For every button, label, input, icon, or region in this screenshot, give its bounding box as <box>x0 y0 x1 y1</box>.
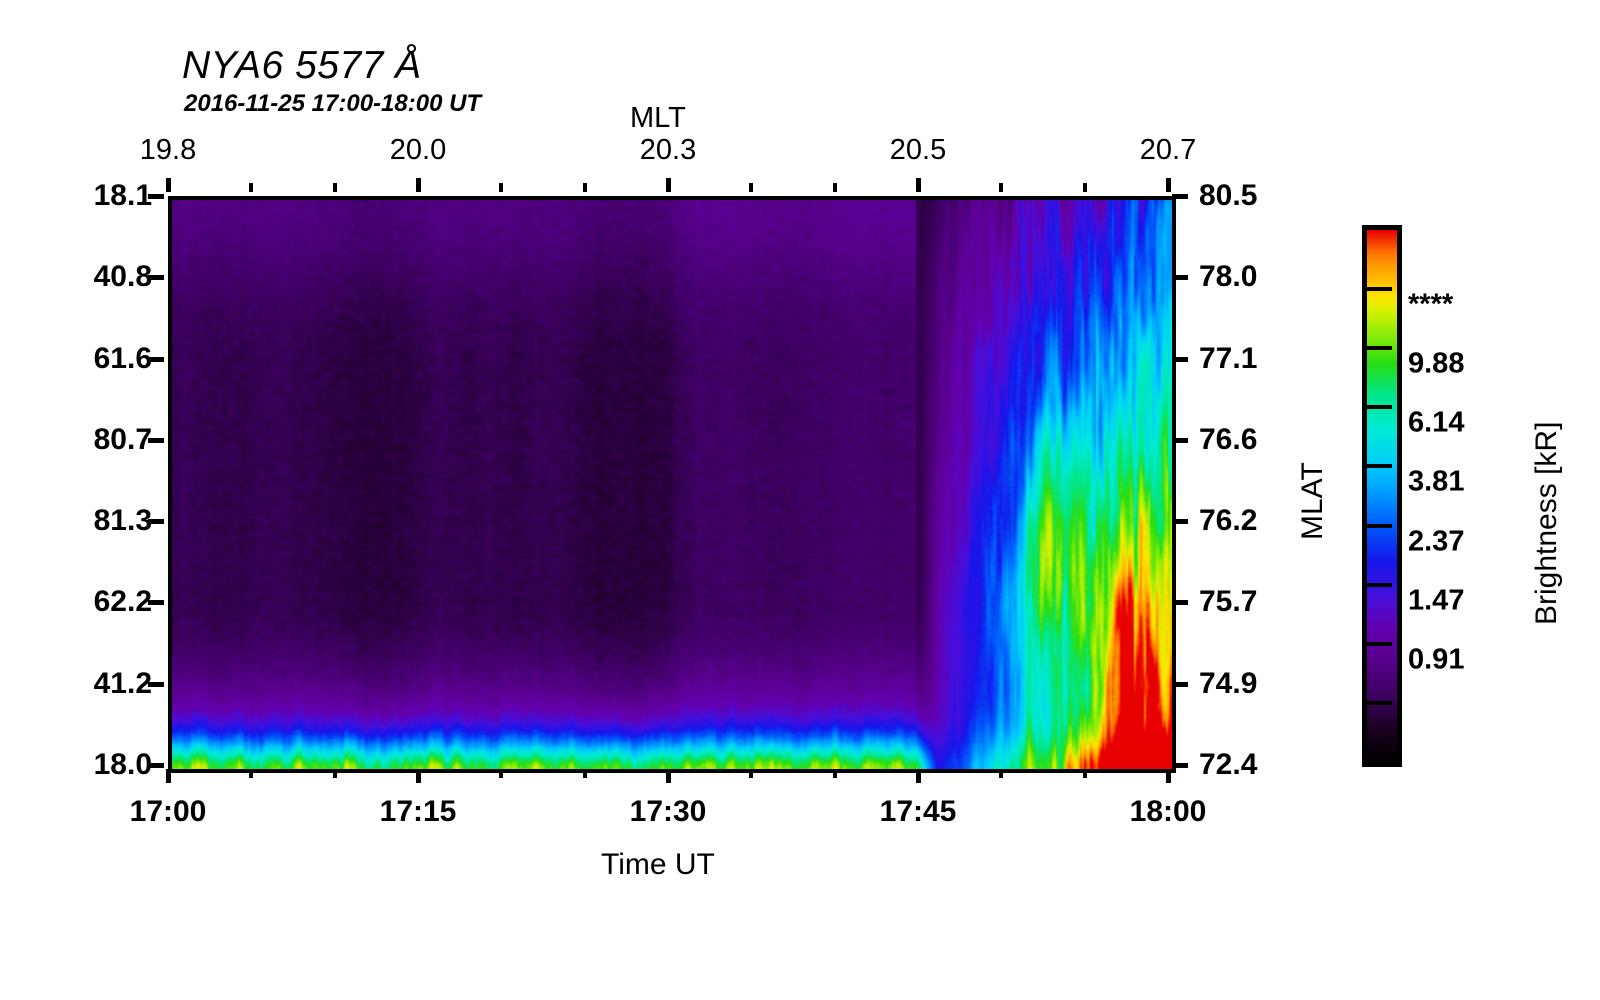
left-tick <box>148 356 164 362</box>
left-tick <box>148 437 164 443</box>
colorbar-separator <box>1362 464 1392 469</box>
right-tick <box>1172 437 1188 443</box>
colorbar-separator <box>1362 523 1392 528</box>
left-tick <box>148 681 164 687</box>
top-major-tick <box>1166 178 1171 192</box>
page-title: NYA6 5577 Å <box>182 44 422 87</box>
time-tick-label: 17:30 <box>629 795 707 828</box>
brightness-colorbar <box>1362 225 1402 767</box>
elevation-tick-label: 18.1 <box>93 179 152 212</box>
bottom-minor-tick <box>832 769 837 778</box>
bottom-major-tick <box>416 769 421 783</box>
left-tick <box>148 275 164 281</box>
right-tick <box>1172 519 1188 525</box>
colorbar-separator <box>1362 700 1392 705</box>
mlat-tick-label: 74.9 <box>1199 666 1258 700</box>
bottom-major-tick <box>666 769 671 783</box>
bottom-major-tick <box>916 769 921 783</box>
right-tick <box>1172 681 1188 687</box>
right-tick <box>1172 275 1188 281</box>
colorbar-tick-label: 9.88 <box>1408 347 1465 380</box>
colorbar-separator <box>1362 346 1392 351</box>
bottom-minor-tick <box>999 769 1004 778</box>
bottom-minor-tick <box>749 769 754 778</box>
colorbar-tick-label: 2.37 <box>1408 525 1465 558</box>
top-major-tick <box>166 178 171 192</box>
top-major-tick <box>416 178 421 192</box>
top-minor-tick <box>332 183 337 192</box>
colorbar-separator <box>1362 405 1392 410</box>
top-minor-tick <box>749 183 754 192</box>
bottom-minor-tick <box>1082 769 1087 778</box>
right-tick <box>1172 356 1188 362</box>
bottom-minor-tick <box>499 769 504 778</box>
mlat-tick-label: 76.2 <box>1199 504 1258 538</box>
colorbar-tick-label: 6.14 <box>1408 406 1465 439</box>
elevation-tick-label: 41.2 <box>93 666 152 700</box>
colorbar-gradient <box>1367 230 1397 762</box>
bottom-minor-tick <box>332 769 337 778</box>
colorbar-separator <box>1362 641 1392 646</box>
page-subtitle: 2016-11-25 17:00-18:00 UT <box>184 90 482 117</box>
mlat-axis-title: MLAT <box>1296 462 1329 540</box>
mlt-tick-label: 19.8 <box>139 134 197 166</box>
elevation-tick-label: 62.2 <box>93 585 152 619</box>
keogram-plot-area <box>168 196 1176 773</box>
top-minor-tick <box>999 183 1004 192</box>
top-major-tick <box>666 178 671 192</box>
top-minor-tick <box>832 183 837 192</box>
right-tick <box>1172 194 1188 199</box>
brightness-axis-title: Brightness [kR] <box>1530 421 1563 625</box>
top-minor-tick <box>499 183 504 192</box>
time-tick-label: 17:45 <box>879 795 957 828</box>
left-tick <box>148 600 164 606</box>
time-tick-label: 17:00 <box>129 795 207 828</box>
elevation-tick-label: 81.3 <box>93 504 152 538</box>
mlt-tick-label: 20.0 <box>389 134 447 166</box>
mlat-tick-label: 75.7 <box>1199 585 1258 619</box>
colorbar-tick-label: **** <box>1408 288 1454 321</box>
elevation-tick-label: 40.8 <box>93 260 152 294</box>
time-tick-label: 18:00 <box>1129 795 1207 828</box>
mlt-tick-label: 20.7 <box>1139 134 1197 166</box>
bottom-major-tick <box>166 769 171 783</box>
top-major-tick <box>916 178 921 192</box>
elevation-tick-label: 80.7 <box>93 422 152 456</box>
elevation-tick-label: 61.6 <box>93 341 152 375</box>
colorbar-tick-label: 3.81 <box>1408 465 1465 498</box>
bottom-minor-tick <box>582 769 587 778</box>
colorbar-separator <box>1362 287 1392 292</box>
mlat-tick-label: 72.4 <box>1199 748 1258 781</box>
left-tick <box>148 194 164 199</box>
mlat-tick-label: 77.1 <box>1199 341 1258 375</box>
colorbar-separator <box>1362 582 1392 587</box>
mlt-tick-label: 20.3 <box>639 134 697 166</box>
keogram-image <box>172 200 1172 769</box>
top-minor-tick <box>582 183 587 192</box>
mlt-axis-title: MLT <box>630 102 686 134</box>
colorbar-tick-label: 1.47 <box>1408 584 1465 617</box>
mlat-tick-label: 78.0 <box>1199 260 1258 294</box>
colorbar-tick-label: 0.91 <box>1408 643 1465 676</box>
left-tick <box>148 519 164 525</box>
time-tick-label: 17:15 <box>379 795 457 828</box>
mlat-tick-label: 76.6 <box>1199 422 1258 456</box>
bottom-major-tick <box>1166 769 1171 783</box>
bottom-minor-tick <box>249 769 254 778</box>
top-minor-tick <box>249 183 254 192</box>
time-axis-title: Time UT <box>601 848 715 881</box>
mlt-tick-label: 20.5 <box>889 134 947 166</box>
right-tick <box>1172 600 1188 606</box>
right-tick <box>1172 763 1188 768</box>
elevation-tick-label: 18.0 <box>93 748 152 781</box>
mlat-tick-label: 80.5 <box>1199 179 1258 212</box>
left-tick <box>148 763 164 768</box>
top-minor-tick <box>1082 183 1087 192</box>
